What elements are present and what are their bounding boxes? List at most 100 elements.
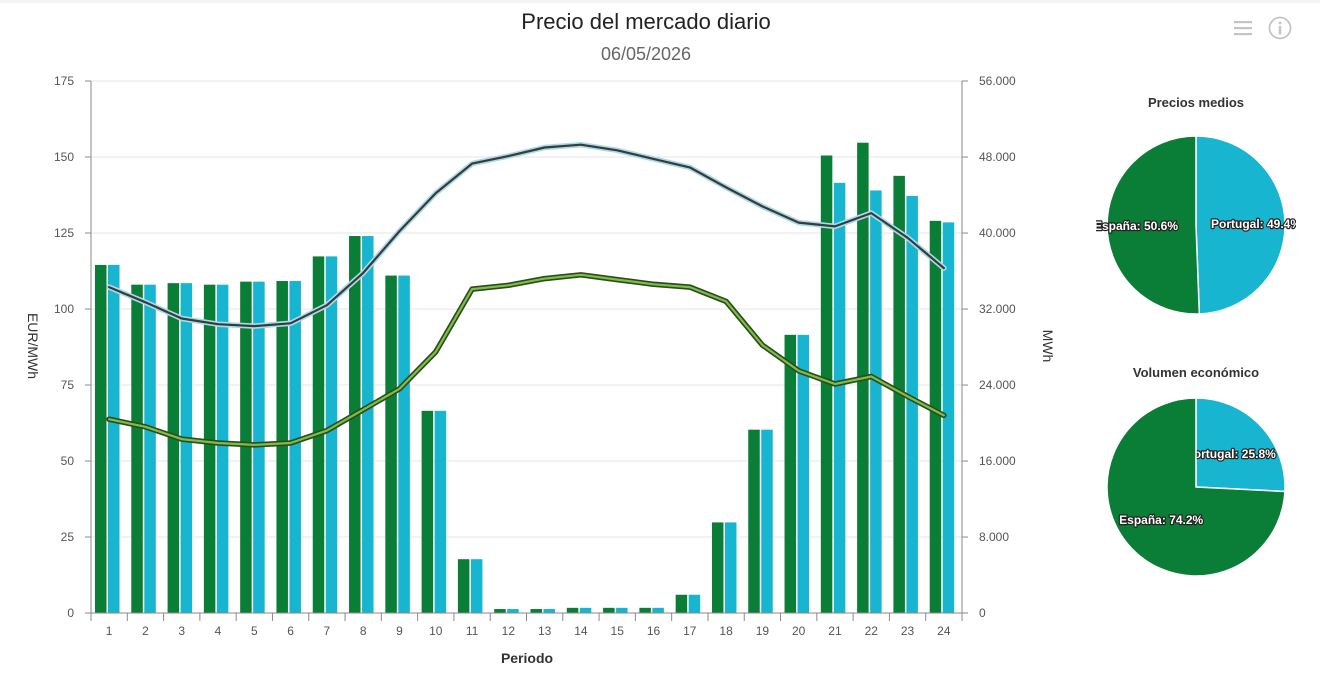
x-tick-label: 20	[792, 624, 806, 638]
series-line	[107, 273, 946, 446]
y-tick-label-right: 40.000	[979, 226, 1016, 240]
bar-spain	[95, 264, 107, 613]
bar-spain	[203, 284, 216, 613]
bar-spain	[929, 220, 942, 613]
x-tick-label: 7	[324, 624, 331, 638]
bar-spain	[784, 334, 797, 613]
bar-portugal	[144, 284, 156, 613]
pie-slice-portugal	[1195, 135, 1286, 315]
series-line	[107, 143, 946, 328]
gridlines	[91, 80, 962, 538]
bar-spain	[530, 609, 542, 613]
y-tick-label-left: 0	[67, 606, 74, 620]
bar-portugal	[398, 275, 410, 613]
top-border	[0, 0, 1320, 3]
bar-spain	[711, 522, 724, 613]
bar-portugal	[652, 607, 664, 613]
bar-portugal	[616, 607, 628, 613]
x-tick-label: 18	[719, 624, 733, 638]
x-tick-label: 9	[396, 624, 403, 638]
bar-portugal	[325, 256, 338, 613]
bar-spain	[421, 410, 434, 613]
bar-spain	[131, 284, 143, 613]
bar-spain	[566, 607, 579, 613]
x-tick-label: 12	[502, 624, 516, 638]
bar-portugal	[579, 607, 592, 613]
info-circle-icon[interactable]	[1267, 15, 1293, 41]
bar-spain	[603, 607, 615, 613]
y-tick-label-right: 32.000	[979, 302, 1016, 316]
hamburger-menu-icon[interactable]	[1230, 15, 1256, 41]
y-tick-label-left: 50	[61, 454, 75, 468]
bar-portugal	[507, 609, 519, 613]
pie-chart-precios-medios: Portugal: 49.4% España: 50.6%	[1096, 135, 1296, 315]
y-tick-label-left: 75	[61, 378, 75, 392]
x-tick-label: 1	[106, 624, 113, 638]
bar-spain	[167, 283, 180, 613]
bar-portugal	[724, 522, 737, 613]
x-tick-label: 24	[937, 624, 951, 638]
bar-portugal	[108, 264, 120, 613]
pie-title-volumen-economico: Volumen económico	[1132, 365, 1260, 380]
y-tick-label-left: 150	[54, 150, 74, 164]
x-axis-label: Periodo	[501, 650, 553, 666]
bar-spain	[675, 594, 688, 613]
bar-portugal	[362, 236, 374, 614]
bar-portugal	[906, 195, 918, 614]
bar-portugal	[470, 559, 483, 613]
bar-portugal	[543, 609, 555, 613]
bar-portugal	[797, 334, 810, 613]
x-tick-label: 16	[647, 624, 661, 638]
pie-slice-espana	[1106, 397, 1286, 577]
chart-subtitle: 06/05/2026	[600, 44, 692, 64]
y-tick-label-right: 56.000	[979, 74, 1016, 88]
bar-portugal	[688, 594, 701, 613]
y-axis-label-right: MWh	[1040, 330, 1056, 363]
bar-spain	[639, 607, 651, 613]
x-tick-label: 17	[683, 624, 697, 638]
pie-data-label: España: 50.6%	[1096, 219, 1178, 233]
x-tick-label: 13	[538, 624, 552, 638]
y-axis-label-left: EUR/MWh	[25, 313, 41, 379]
x-tick-label: 8	[360, 624, 367, 638]
pie-slice-portugal	[1195, 397, 1286, 493]
x-tick-label: 22	[865, 624, 879, 638]
pie-slice-espana	[1106, 135, 1201, 315]
bar-spain	[748, 429, 760, 613]
bar-spain	[240, 281, 252, 613]
bar-portugal	[216, 284, 229, 613]
bar-spain	[276, 281, 288, 613]
y-tick-label-right: 16.000	[979, 454, 1016, 468]
bar-portugal	[870, 190, 882, 613]
chart-title: Precio del mercado diario	[521, 9, 771, 34]
bar-portugal	[761, 429, 773, 613]
y-tick-label-left: 125	[54, 226, 74, 240]
bar-spain	[494, 609, 506, 613]
x-tick-label: 15	[611, 624, 625, 638]
series-line-halo	[106, 141, 947, 329]
x-tick-label: 11	[466, 624, 479, 638]
x-tick-label: 5	[251, 624, 258, 638]
series-line-halo	[106, 272, 947, 448]
bar-portugal	[833, 182, 846, 613]
bar-spain	[385, 275, 397, 613]
y-tick-label-right: 0	[979, 606, 986, 620]
x-tick-label: 10	[429, 624, 443, 638]
bar-portugal	[434, 410, 447, 613]
y-tick-label-right: 24.000	[979, 378, 1016, 392]
y-tick-label-left: 175	[54, 74, 74, 88]
x-tick-label: 19	[756, 624, 770, 638]
bar-portugal	[942, 222, 955, 614]
x-tick-label: 3	[178, 624, 185, 638]
y-tick-label-right: 48.000	[979, 150, 1016, 164]
pie-title-precios-medios: Precios medios	[1147, 95, 1245, 110]
x-tick-label: 4	[215, 624, 222, 638]
pie-data-label: Portugal: 49.4%	[1211, 217, 1296, 231]
lines	[106, 141, 947, 448]
bar-portugal	[289, 281, 301, 613]
y-tick-label-left: 25	[61, 530, 75, 544]
x-tick-label: 6	[287, 624, 294, 638]
bar-spain	[820, 155, 833, 614]
x-tick-label: 2	[142, 624, 149, 638]
